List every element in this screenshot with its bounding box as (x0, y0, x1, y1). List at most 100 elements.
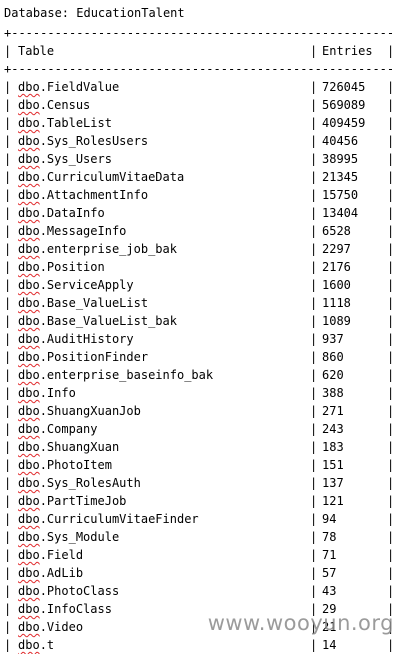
column-separator: | (310, 584, 318, 598)
schema-prefix: dbo (18, 620, 40, 634)
column-separator: | (310, 206, 318, 220)
column-separator: | (387, 224, 395, 238)
table-name-cell: dbo.Company (18, 422, 98, 436)
schema-prefix: dbo (18, 386, 40, 400)
table-name: CurriculumVitaeFinder (46, 512, 199, 526)
schema-prefix: dbo (18, 404, 40, 418)
table-row: | dbo.Company | 243 | (4, 420, 394, 438)
table-name-cell: dbo.AdLib (18, 566, 84, 580)
table-row: | dbo.Field | 71 | (4, 546, 394, 564)
table-name-cell: dbo.AttachmentInfo (18, 188, 149, 202)
column-separator: | (310, 566, 318, 580)
entries-cell: 29 (322, 602, 337, 616)
column-separator: | (4, 134, 12, 148)
column-separator: | (4, 602, 12, 616)
table-name: enterprise_baseinfo_bak (46, 368, 214, 382)
entries-cell: 2297 (322, 242, 351, 256)
column-separator: | (387, 170, 395, 184)
column-separator: | (310, 350, 318, 364)
table-row: | dbo.Census | 569089 | (4, 96, 394, 114)
entries-cell: 151 (322, 458, 344, 472)
schema-prefix: dbo (18, 152, 40, 166)
column-separator: | (4, 638, 12, 652)
table-name: Position (46, 260, 105, 274)
schema-prefix: dbo (18, 494, 40, 508)
column-separator: | (387, 440, 395, 454)
column-separator: | (387, 368, 395, 382)
column-separator: | (387, 98, 395, 112)
column-separator: | (310, 188, 318, 202)
column-separator: | (4, 296, 12, 310)
table-name: Field (46, 548, 84, 562)
column-separator: | (4, 116, 12, 130)
column-separator: | (387, 44, 395, 58)
column-separator: | (310, 638, 318, 652)
table-row: | dbo.Base_ValueList_bak | 1089 | (4, 312, 394, 330)
column-separator: | (310, 458, 318, 472)
schema-prefix: dbo (18, 368, 40, 382)
schema-prefix: dbo (18, 278, 40, 292)
database-title: Database: EducationTalent (4, 6, 185, 20)
column-separator: | (310, 530, 318, 544)
table-header-row: | Table | Entries | (4, 42, 394, 60)
table-name: MessageInfo (46, 224, 127, 238)
column-separator: | (310, 296, 318, 310)
table-row: | dbo.AdLib | 57 | (4, 564, 394, 582)
table-row: | dbo.Base_ValueList | 1118 | (4, 294, 394, 312)
column-separator: | (310, 44, 318, 58)
column-separator: | (310, 620, 318, 634)
entries-cell: 94 (322, 512, 337, 526)
column-separator: | (387, 278, 395, 292)
header-entries-label: Entries (322, 44, 373, 58)
table-name-cell: dbo.Sys_Users (18, 152, 112, 166)
entries-cell: 137 (322, 476, 344, 490)
schema-prefix: dbo (18, 206, 40, 220)
table-name: Sys_Module (46, 530, 120, 544)
table-row: | dbo.Video | 21 | (4, 618, 394, 636)
schema-prefix: dbo (18, 332, 40, 346)
column-separator: | (387, 638, 395, 652)
entries-cell: 40456 (322, 134, 359, 148)
entries-cell: 1600 (322, 278, 351, 292)
table-name-cell: dbo.Sys_RolesUsers (18, 134, 149, 148)
table-row: | dbo.Position | 2176 | (4, 258, 394, 276)
column-separator: | (310, 386, 318, 400)
column-separator: | (387, 620, 395, 634)
schema-prefix: dbo (18, 350, 40, 364)
column-separator: | (387, 296, 395, 310)
schema-prefix: dbo (18, 224, 40, 238)
column-separator: | (4, 350, 12, 364)
column-separator: | (4, 314, 12, 328)
column-separator: | (387, 116, 395, 130)
column-separator: | (310, 278, 318, 292)
table-name-cell: dbo.enterprise_job_bak (18, 242, 177, 256)
column-separator: | (310, 170, 318, 184)
column-separator: | (4, 332, 12, 346)
table-name-cell: dbo.TableList (18, 116, 112, 130)
entries-cell: 726045 (322, 80, 366, 94)
table-name: CurriculumVitaeData (46, 170, 185, 184)
table-row: | dbo.AuditHistory | 937 | (4, 330, 394, 348)
column-separator: | (4, 242, 12, 256)
entries-cell: 38995 (322, 152, 359, 166)
table-name: Base_ValueList_bak (46, 314, 177, 328)
column-separator: | (4, 422, 12, 436)
column-separator: | (310, 368, 318, 382)
column-separator: | (4, 440, 12, 454)
table-name-cell: dbo.AuditHistory (18, 332, 134, 346)
table-name-cell: dbo.ShuangXuanJob (18, 404, 141, 418)
column-separator: | (4, 530, 12, 544)
table-name-cell: dbo.PhotoItem (18, 458, 112, 472)
entries-cell: 620 (322, 368, 344, 382)
column-separator: | (310, 602, 318, 616)
table-name-cell: dbo.InfoClass (18, 602, 112, 616)
table-row: | dbo.Sys_RolesAuth | 137 | (4, 474, 394, 492)
column-separator: | (4, 188, 12, 202)
entries-cell: 13404 (322, 206, 359, 220)
entries-cell: 21 (322, 620, 337, 634)
table-name: AuditHistory (46, 332, 134, 346)
column-separator: | (387, 584, 395, 598)
entries-cell: 183 (322, 440, 344, 454)
column-separator: | (4, 98, 12, 112)
table-name-cell: dbo.t (18, 638, 55, 652)
